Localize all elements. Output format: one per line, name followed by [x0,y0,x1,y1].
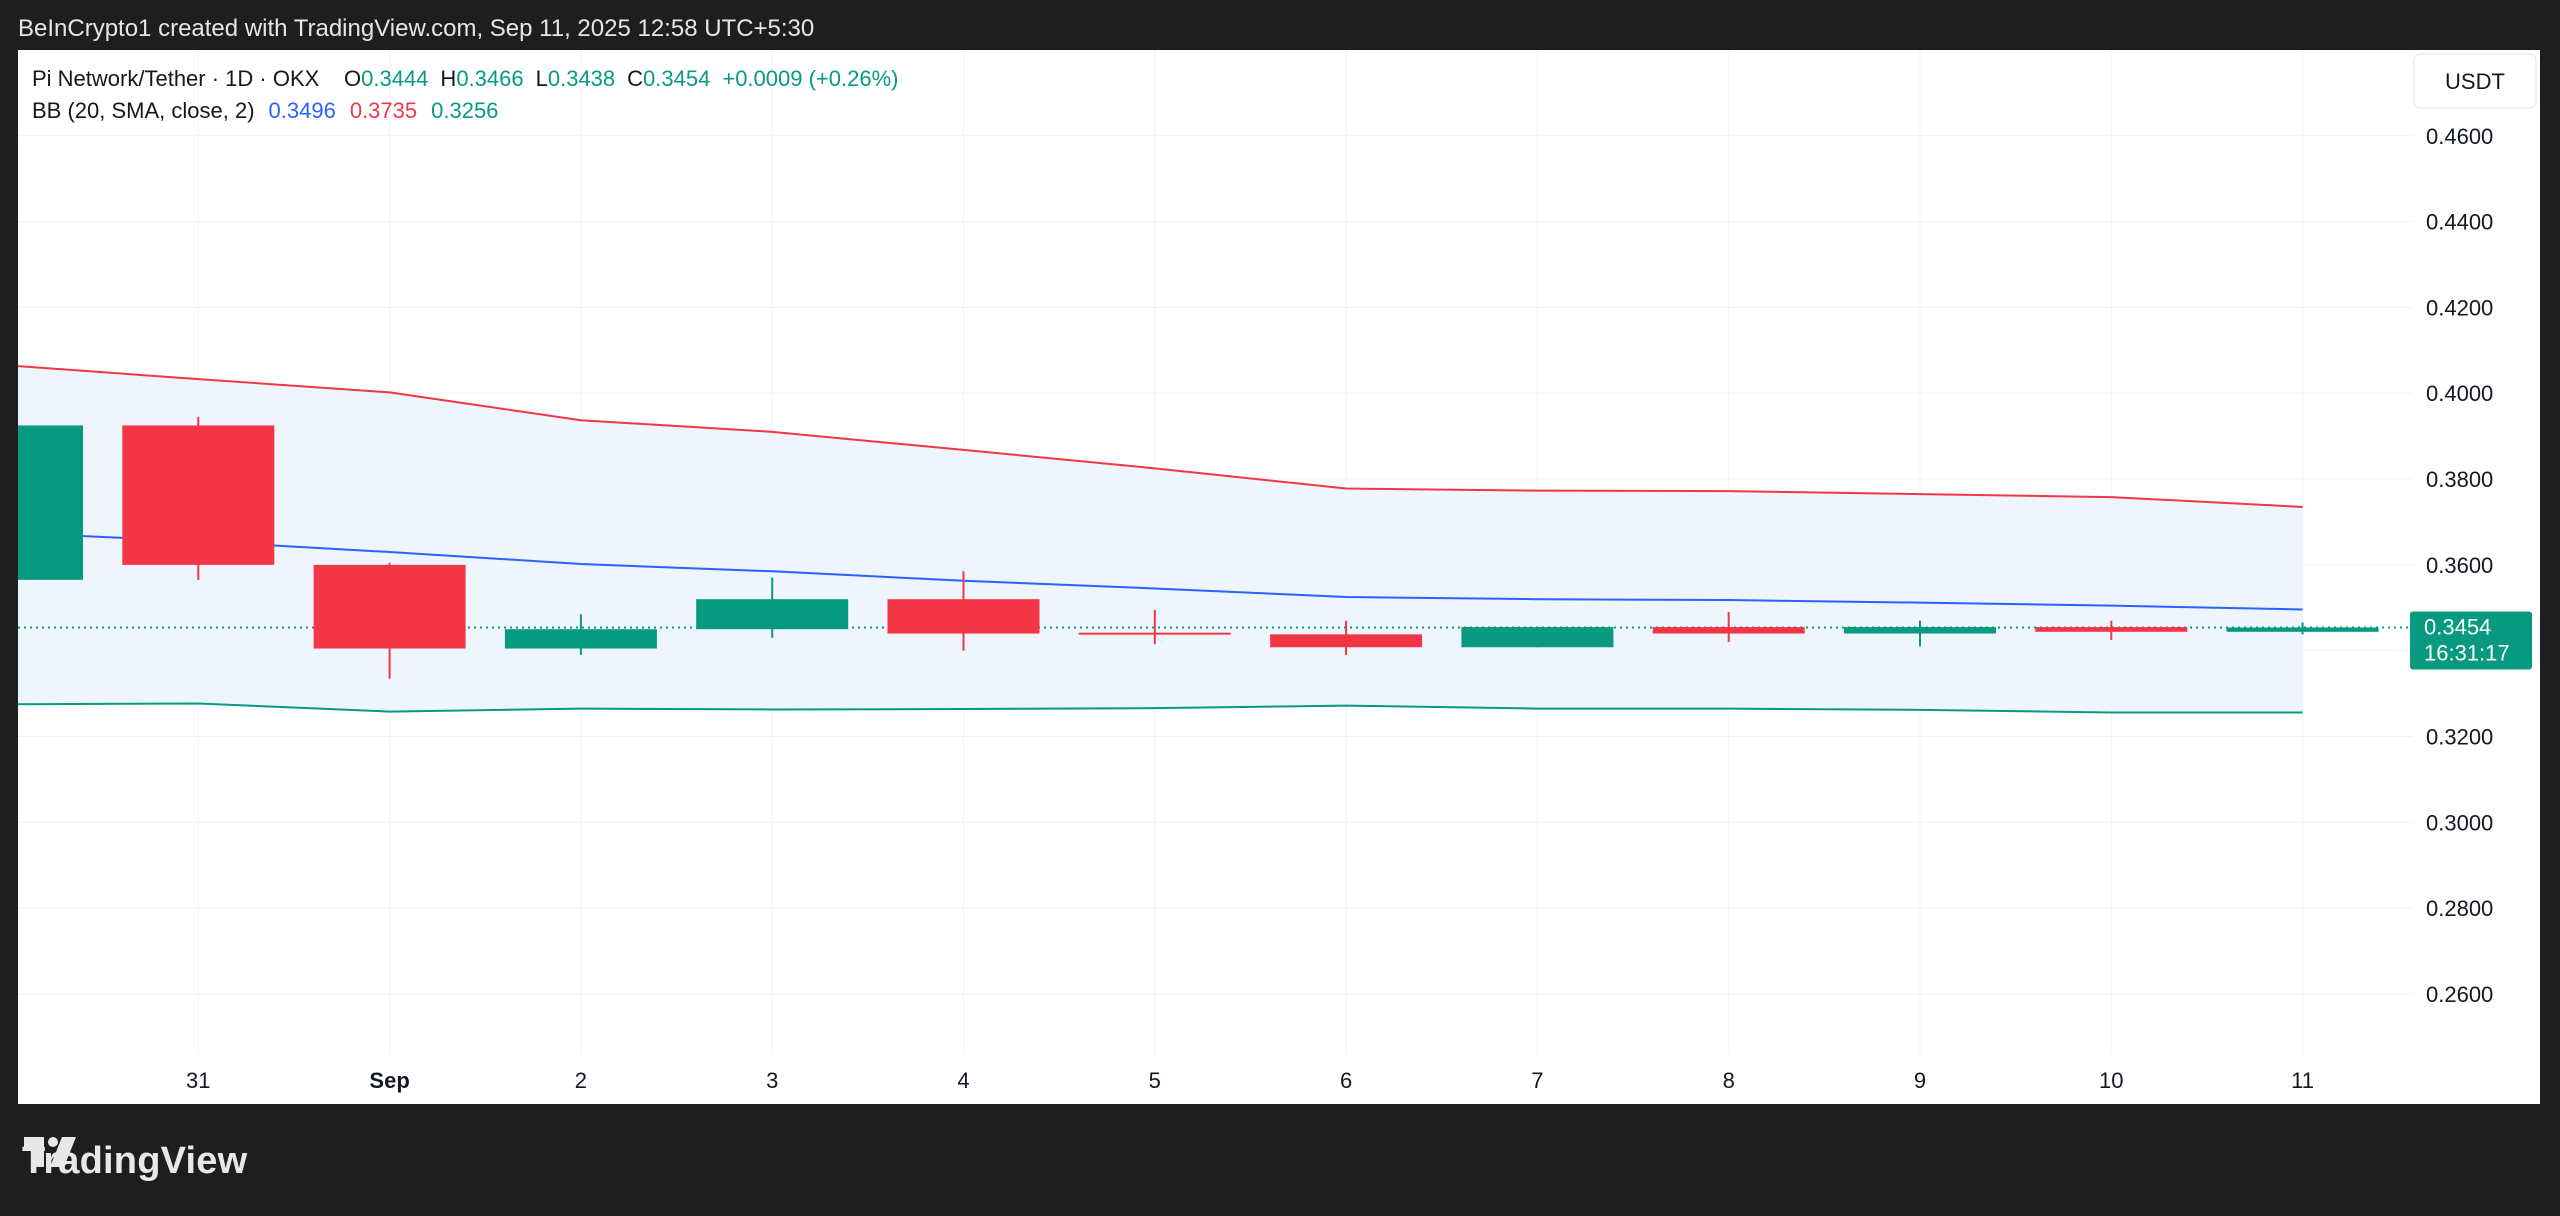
x-tick-label: 6 [1340,1068,1352,1093]
y-tick-label: 0.3600 [2426,553,2493,578]
x-tick-label: 8 [1723,1068,1735,1093]
price-badge-value: 0.3454 [2424,615,2491,640]
attribution-bar: BeInCrypto1 created with TradingView.com… [0,0,2560,50]
candles[interactable] [18,416,2379,679]
candle[interactable] [887,571,1040,651]
bb-upper-line [18,365,2303,508]
candle[interactable] [2226,622,2379,635]
x-tick-label: 9 [1914,1068,1926,1093]
low-label: L [536,66,548,91]
candle-body [2226,627,2379,632]
candle[interactable] [122,416,275,580]
bollinger-band-fill [18,366,2303,713]
high-label: H [440,66,456,91]
candle[interactable] [2035,620,2188,640]
last-price-badge: 0.3454 16:31:17 [2410,611,2532,670]
x-tick-label: 4 [957,1068,969,1093]
candle[interactable] [1461,627,1614,648]
currency-button[interactable]: USDT [2413,53,2537,109]
bb-upper-value: 0.3735 [350,98,417,123]
candle-body [887,599,1040,634]
currency-label: USDT [2445,69,2505,94]
bb-lower-value: 0.3256 [431,98,498,123]
x-tick-label: 11 [2291,1068,2314,1093]
bb-basis-line [18,532,2303,611]
candle-body [504,629,657,649]
price-badge-box [2410,611,2532,670]
open-value: 0.3444 [361,66,428,91]
y-tick-label: 0.2800 [2426,896,2493,921]
tradingview-logo-icon [24,1137,76,1167]
candlestick-chart[interactable]: 0.26000.28000.30000.32000.34000.36000.38… [18,50,2540,1104]
y-tick-label: 0.3800 [2426,467,2493,492]
attribution-text: BeInCrypto1 created with TradingView.com… [18,15,815,42]
legend-bb: BB (20, SMA, close, 2) 0.3496 0.3735 0.3256 [32,98,498,123]
y-tick-label: 0.3200 [2426,724,2493,749]
candle-body [696,599,849,630]
candle-body [1270,634,1423,648]
candle-body [313,564,466,649]
y-axis[interactable]: 0.26000.28000.30000.32000.34000.36000.38… [2426,124,2493,1007]
candle-body [18,425,83,580]
legend-symbol: Pi Network/Tether · 1D · OKX [32,66,320,91]
candle-body [1652,627,1805,634]
x-tick-label: 10 [2099,1068,2123,1093]
candle-body [122,425,275,565]
bb-label: BB (20, SMA, close, 2) [32,98,255,123]
x-tick-label: 31 [186,1068,210,1093]
y-tick-label: 0.4200 [2426,295,2493,320]
candle[interactable] [313,562,466,679]
candle[interactable] [1844,620,1996,647]
candle[interactable] [504,614,657,655]
candle[interactable] [18,425,83,580]
high-value: 0.3466 [456,66,523,91]
chart-panel[interactable]: 0.26000.28000.30000.32000.34000.36000.38… [18,50,2540,1104]
footer: TradingView [22,1134,247,1188]
x-tick-label: 7 [1531,1068,1543,1093]
low-value: 0.3438 [548,66,615,91]
x-tick-label: 3 [766,1068,778,1093]
y-tick-label: 0.3000 [2426,810,2493,835]
legend-ohlc: O0.3444 H0.3466 L0.3438 C0.3454 +0.0009 (+0.… [344,66,898,91]
candle[interactable] [696,577,849,638]
change-value: +0.0009 (+0.26%) [722,66,898,91]
candle-body [2035,627,2188,632]
close-value: 0.3454 [643,66,710,91]
candle[interactable] [1078,609,1231,645]
candle-body [1844,627,1996,634]
candle-body [1078,632,1231,635]
x-tick-label: 2 [575,1068,587,1093]
bb-lower-line [18,702,2303,714]
x-axis[interactable]: 31 Sep 2 3 4 5 6 7 8 9 10 11 [186,1068,2314,1093]
x-tick-label: 5 [1149,1068,1161,1093]
candle[interactable] [1270,620,1423,655]
y-tick-label: 0.4000 [2426,381,2493,406]
y-tick-label: 0.4600 [2426,124,2493,149]
candle[interactable] [1652,612,1805,643]
close-label: C [627,66,643,91]
candle-body [1461,627,1614,648]
y-tick-label: 0.4400 [2426,210,2493,235]
bb-basis-value: 0.3496 [269,98,336,123]
x-tick-label: Sep [369,1068,409,1093]
price-badge-countdown: 16:31:17 [2424,641,2510,666]
y-tick-label: 0.2600 [2426,982,2493,1007]
open-label: O [344,66,361,91]
